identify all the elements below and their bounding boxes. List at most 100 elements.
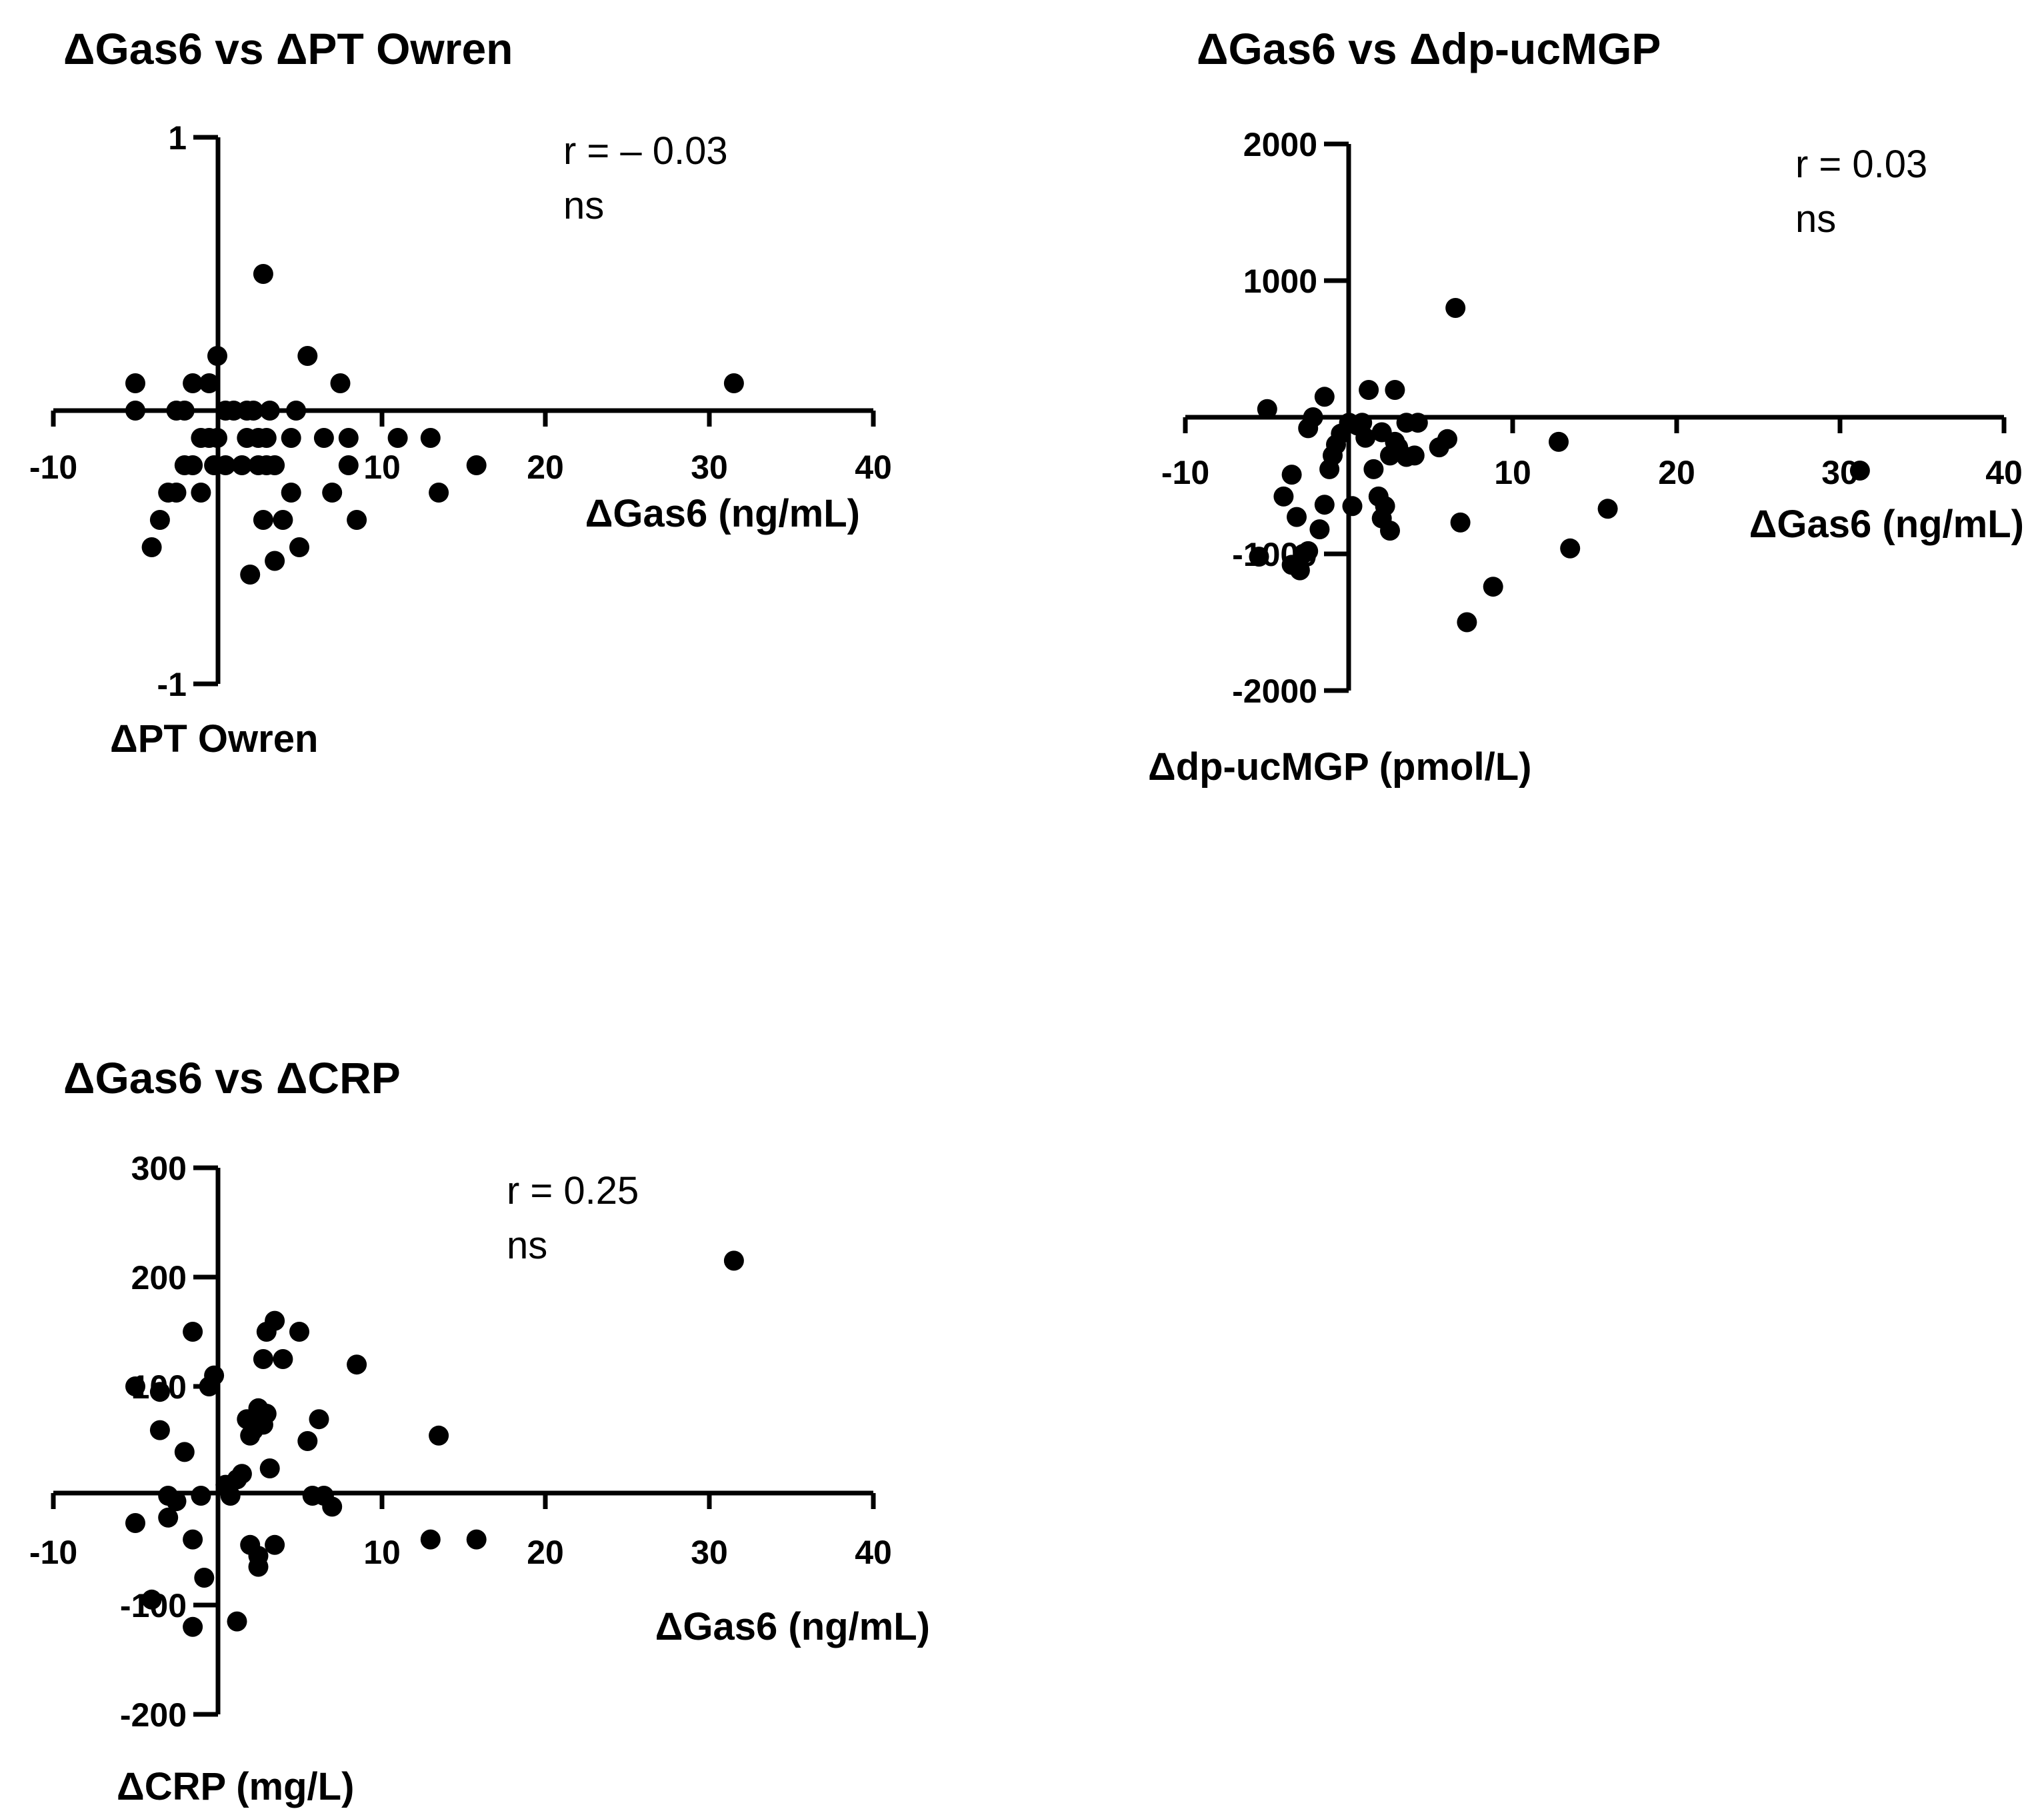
scatter-point (253, 1349, 273, 1369)
scatter-point (322, 483, 343, 503)
panel-3-y-tick-label: 200 (131, 1259, 187, 1296)
scatter-point (174, 1442, 195, 1462)
scatter-point (253, 264, 273, 284)
scatter-point (1342, 496, 1363, 517)
panel-1-x-tick-label: 10 (363, 449, 401, 486)
scatter-point (289, 1322, 309, 1342)
scatter-point (248, 1556, 269, 1577)
scatter-point (420, 428, 441, 448)
scatter-point (256, 1404, 277, 1424)
panel-3-title: ΔGas6 vs ΔCRP (63, 1053, 401, 1102)
scatter-point (1289, 560, 1310, 581)
panel-1-r-value: r = – 0.03 (563, 129, 728, 173)
panel-3-x-tick-label: -10 (29, 1534, 77, 1571)
panel-3-y-tick-label: 300 (131, 1150, 187, 1187)
scatter-point (194, 1568, 215, 1588)
scatter-point (207, 346, 227, 366)
scatter-point (191, 1486, 211, 1506)
scatter-point (466, 455, 487, 475)
panel-1-points (125, 264, 744, 585)
scatter-point (1359, 380, 1379, 400)
scatter-point (309, 1409, 329, 1430)
scatter-point (289, 537, 309, 557)
panel-1-title: ΔGas6 vs ΔPT Owren (63, 24, 513, 73)
scatter-point (1273, 486, 1294, 507)
scatter-point (1314, 495, 1335, 515)
scatter-point (1380, 521, 1400, 541)
scatter-point (1352, 413, 1373, 433)
scatter-point (141, 537, 162, 557)
panel-1-y-tick-label: -1 (157, 666, 187, 703)
scatter-point (1385, 380, 1405, 400)
panel-2-y-tick-label: 2000 (1243, 126, 1317, 163)
panel-2-x-tick-label: 40 (1985, 454, 2023, 491)
scatter-point (338, 455, 359, 475)
scatter-point (1549, 431, 1569, 452)
scatter-point (387, 428, 408, 448)
panel-3-x-tick-label: 40 (855, 1534, 892, 1571)
scatter-point (1457, 612, 1477, 633)
scatter-point (1445, 298, 1466, 318)
scatter-point (1303, 407, 1323, 427)
scatter-point (259, 1458, 280, 1478)
panel-2-x-tick-label: -10 (1161, 454, 1209, 491)
panel-2-points (1249, 298, 1870, 633)
scatter-point (1597, 499, 1618, 519)
panel-crp: ΔGas6 vs ΔCRP 300200100-100-200 -10 10 2… (29, 1053, 930, 1808)
scatter-point (429, 483, 449, 503)
panel-3-points (125, 1250, 744, 1637)
scatter-point (1849, 461, 1870, 481)
panel-3-x-tick-label: 30 (691, 1534, 728, 1571)
scatter-point (1287, 507, 1307, 527)
panel-3-significance: ns (507, 1224, 547, 1267)
panel-3-x-tick-label: 20 (527, 1534, 564, 1571)
scatter-point (322, 1496, 343, 1517)
scatter-point (207, 428, 227, 448)
scatter-point (347, 1354, 367, 1375)
scatter-point (199, 373, 219, 393)
panel-3-x-label: ΔGas6 (ng/mL) (655, 1605, 930, 1648)
scatter-point (265, 1310, 285, 1331)
scatter-point (166, 483, 187, 503)
scatter-point (231, 1464, 252, 1484)
scatter-point (149, 1420, 170, 1440)
scatter-point (220, 1486, 241, 1506)
panel-2-y-tick-label: -2000 (1232, 673, 1317, 710)
scatter-point (429, 1425, 449, 1446)
panel-1-x-tick-label: 20 (527, 449, 564, 486)
scatter-point (723, 373, 744, 393)
scatter-point (1363, 459, 1384, 479)
panel-2-significance: ns (1795, 197, 1836, 241)
panel-1-y-tick-label: 1 (168, 119, 187, 157)
scatter-point (227, 1611, 247, 1632)
panel-2-r-value: r = 0.03 (1795, 143, 1927, 186)
panel-2-title: ΔGas6 vs Δdp-ucMGP (1197, 24, 1661, 73)
scatter-point (338, 428, 359, 448)
panel-pt-owren: ΔGas6 vs ΔPT Owren -10 10 20 30 40 1 -1 … (29, 24, 892, 761)
scatter-point (281, 428, 301, 448)
panel-1-x-tick-label: 40 (855, 449, 892, 486)
scatter-point (183, 455, 203, 475)
panel-1-y-label: ΔPT Owren (110, 717, 318, 761)
scatter-point (297, 346, 318, 366)
scatter-point (166, 1491, 187, 1512)
scatter-point (1281, 465, 1302, 485)
scatter-point (183, 373, 203, 393)
scatter-point (231, 455, 252, 475)
panel-3-r-value: r = 0.25 (507, 1169, 639, 1212)
panel-3-y-label: ΔCRP (mg/L) (117, 1765, 354, 1808)
panel-2-x-label: ΔGas6 (ng/mL) (1749, 503, 2024, 546)
scatter-point (243, 401, 264, 421)
panel-2-y-tick-label: 1000 (1243, 263, 1317, 300)
panel-2-y-label: Δdp-ucMGP (pmol/L) (1148, 745, 1531, 789)
scatter-point (273, 510, 293, 530)
panel-3-y-ticks: 300200100-100-200 (120, 1150, 218, 1734)
scatter-point (265, 455, 285, 475)
scatter-point (347, 510, 367, 530)
scatter-point (215, 455, 236, 475)
scatter-point (313, 428, 334, 448)
panel-1-x-tick-label: -10 (29, 449, 77, 486)
